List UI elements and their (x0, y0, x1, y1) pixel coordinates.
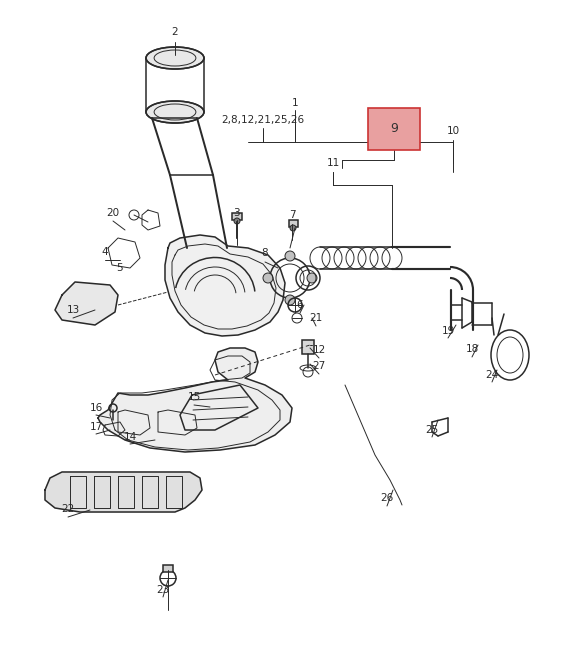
Text: 2,8,12,21,25,26: 2,8,12,21,25,26 (221, 115, 304, 125)
Text: 9: 9 (390, 122, 398, 135)
Text: 21: 21 (310, 313, 323, 323)
Circle shape (234, 218, 240, 224)
Text: 8: 8 (262, 248, 269, 258)
Text: 4: 4 (102, 247, 108, 257)
Text: 27: 27 (312, 361, 325, 371)
Text: 24: 24 (485, 370, 498, 380)
Text: 25: 25 (426, 425, 439, 435)
Text: 15: 15 (187, 392, 201, 402)
Bar (232, 213, 242, 220)
Circle shape (263, 273, 273, 283)
Text: 1: 1 (292, 98, 298, 108)
Text: 26: 26 (380, 493, 394, 503)
Polygon shape (45, 472, 202, 512)
Text: 17: 17 (89, 422, 102, 432)
Text: 19: 19 (442, 326, 455, 336)
Text: 20: 20 (106, 208, 119, 218)
Text: 12: 12 (312, 345, 325, 355)
FancyBboxPatch shape (368, 108, 420, 150)
Text: 11: 11 (327, 158, 340, 168)
Text: 13: 13 (67, 305, 80, 315)
Text: 7: 7 (288, 210, 295, 220)
Polygon shape (165, 235, 285, 336)
Ellipse shape (146, 101, 204, 123)
Circle shape (290, 225, 296, 231)
Text: 5: 5 (117, 263, 123, 273)
Text: 2: 2 (172, 27, 178, 37)
Text: 3: 3 (233, 208, 240, 218)
Circle shape (285, 251, 295, 261)
Circle shape (285, 295, 295, 305)
Bar (302, 340, 314, 354)
Text: 9: 9 (391, 124, 397, 134)
Text: 10: 10 (447, 126, 460, 136)
Text: 6: 6 (296, 300, 303, 310)
Text: 22: 22 (61, 504, 75, 514)
Text: 16: 16 (89, 403, 102, 413)
Text: 23: 23 (156, 585, 170, 595)
Bar (163, 565, 173, 572)
Polygon shape (98, 348, 292, 452)
Circle shape (307, 273, 317, 283)
Ellipse shape (146, 47, 204, 69)
Bar (289, 220, 298, 227)
Text: 18: 18 (465, 344, 479, 354)
Text: 14: 14 (123, 432, 137, 442)
Polygon shape (55, 282, 118, 325)
Polygon shape (180, 385, 258, 430)
